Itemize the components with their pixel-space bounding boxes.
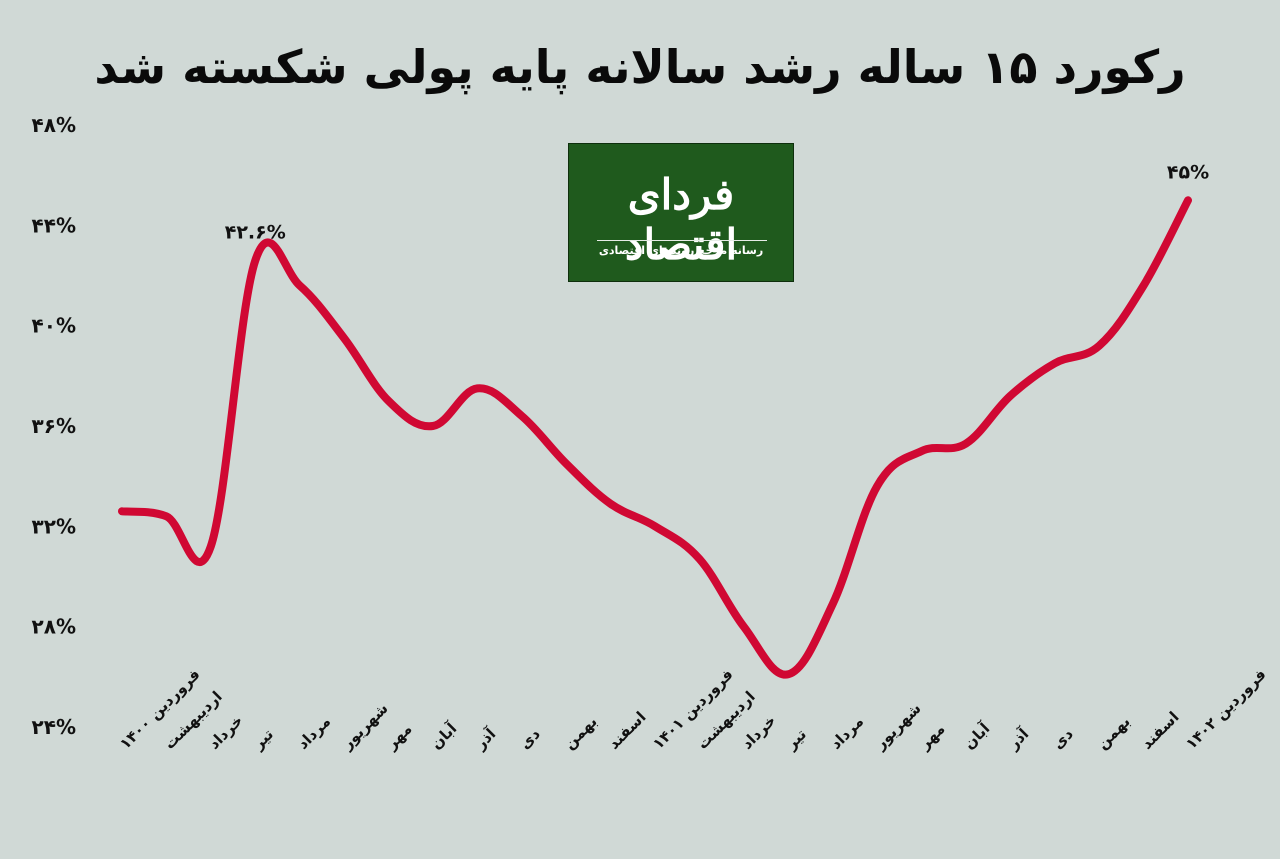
data-label: ۴۵% [1167,161,1209,183]
data-label: ۴۲.۶% [225,221,286,243]
x-tick-label: آذر [1004,724,1033,753]
x-tick-label: فروردین ۱۴۰۲ [1182,665,1270,753]
x-tick-label: دی [1049,725,1077,753]
data-point [654,525,656,527]
data-point [787,673,789,675]
data-point [1009,395,1011,397]
x-tick-label: اسفند [1138,708,1183,753]
x-tick-label: مهر [915,720,949,754]
x-tick-label: شهریور [337,699,391,753]
x-tick-label: مرداد [294,712,334,752]
data-point [1098,345,1100,347]
data-point [432,425,434,427]
y-tick-label: ۲۸% [32,615,76,639]
x-tick-label: تیر [782,725,810,753]
data-point [965,443,967,445]
y-tick-label: ۳۶% [32,414,76,438]
x-tick-label: شهریور [870,699,924,753]
logo-name: فردای اقتصاد [624,170,738,270]
data-point [743,626,745,628]
data-point [921,450,922,452]
data-point [698,558,700,560]
x-tick-label: خرداد [738,711,779,752]
logo-divider [597,240,767,241]
y-axis: ۲۴% ۲۸% ۳۲% ۳۶% ۴۰% ۴۴% ۴۸% [32,113,76,739]
data-point [254,259,256,261]
data-point [521,415,523,417]
data-point [476,387,478,389]
y-tick-label: ۳۲% [32,514,76,538]
x-tick-label: دی [516,725,544,753]
data-point [876,485,878,487]
data-point [832,603,834,605]
logo-tagline: رسانه مرجع روندهای اقتصادی [598,244,764,257]
x-tick-label: مرداد [827,712,867,752]
x-tick-label: آبان [427,719,461,753]
data-point [121,510,123,512]
chart-title: رکورد ۱۵ ساله رشد سالانه پایه پولی شکسته… [94,40,1186,94]
x-tick-label: مهر [382,720,416,754]
data-point [299,285,301,287]
data-point [210,545,212,547]
x-tick-label: خرداد [205,711,246,752]
y-tick-label: ۴۰% [32,314,76,338]
y-tick-label: ۴۴% [32,213,76,237]
x-tick-label: تیر [249,725,277,753]
data-point [1143,285,1145,287]
data-point [610,503,612,505]
data-point [388,400,389,402]
data-point [165,515,167,517]
x-tick-label: آبان [960,719,994,753]
data-point [1054,362,1056,364]
data-point [1187,199,1189,201]
annotation-layer: ۴۲.۶% ۴۵% [225,161,1209,243]
data-point [343,337,345,339]
y-tick-label: ۴۸% [32,113,76,137]
x-tick-label: اسفند [605,708,650,753]
x-tick-label: آذر [471,724,500,753]
logo: فردای اقتصاد رسانه مرجع روندهای اقتصادی [568,143,794,282]
y-tick-label: ۲۴% [32,715,76,739]
series-line [118,196,1192,679]
x-tick-label: بهمن [560,712,600,752]
series-layer [118,196,1192,679]
data-point [565,463,567,465]
x-tick-label: بهمن [1093,712,1133,752]
